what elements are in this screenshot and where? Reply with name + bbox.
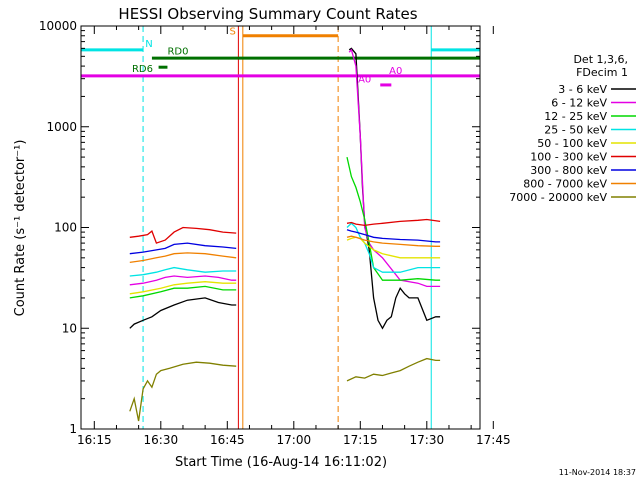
- y-axis: 1 10 100 1000 10000: [39, 19, 480, 436]
- series-2-segment-0: [129, 285, 237, 299]
- series-5-segment-0: [129, 226, 237, 244]
- series-2-segment-1: [346, 156, 441, 281]
- series-lines: [129, 47, 441, 422]
- y-tick-label-0: 1: [69, 422, 77, 436]
- x-tick-label-1: 16:30: [144, 433, 179, 447]
- series-7-segment-1: [346, 235, 441, 247]
- series-0-segment-0: [129, 297, 237, 329]
- series-8-segment-0: [129, 361, 237, 422]
- x-tick-label-6: 17:45: [476, 433, 511, 447]
- legend-label-8: 7000 - 20000 keV: [509, 191, 607, 204]
- series-4-segment-0: [129, 281, 237, 295]
- y-tick-label-3: 1000: [46, 120, 77, 134]
- series-5-segment-1: [346, 218, 441, 227]
- state-bar-label-6: A0: [358, 74, 371, 85]
- series-3-segment-0: [129, 266, 237, 277]
- plot-frame: [80, 25, 481, 430]
- state-bar-label-5: A0: [389, 66, 402, 77]
- state-transition-lines: [80, 26, 481, 429]
- series-6-segment-0: [129, 242, 237, 255]
- x-axis-label: Start Time (16-Aug-14 16:11:02): [175, 455, 387, 470]
- legend-label-7: 800 - 7000 keV: [523, 178, 607, 191]
- legend-label-2: 12 - 25 keV: [544, 110, 607, 123]
- x-tick-label-0: 16:15: [77, 433, 112, 447]
- legend-label-5: 100 - 300 keV: [530, 151, 607, 164]
- state-bar-label-4: RD6: [132, 64, 153, 75]
- legend-header-0: Det 1,3,6,: [573, 53, 628, 66]
- series-1-segment-1: [348, 48, 441, 288]
- y-tick-label-2: 100: [54, 221, 77, 235]
- x-tick-label-5: 17:30: [410, 433, 445, 447]
- series-8-segment-1: [346, 357, 441, 382]
- series-4-segment-1: [346, 236, 441, 259]
- chart-title: HESSI Observing Summary Count Rates: [118, 5, 417, 23]
- y-tick-label-4: 10000: [39, 19, 77, 33]
- state-bar-label-2: S: [230, 27, 236, 38]
- plot-timestamp: 11-Nov-2014 18:37: [559, 468, 636, 477]
- state-bars: N S RD0 RD6 A0 A0: [81, 27, 480, 87]
- y-axis-label: Count Rate (s⁻¹ detector⁻¹): [13, 140, 28, 317]
- legend-label-1: 6 - 12 keV: [551, 97, 607, 110]
- x-tick-label-3: 17:00: [277, 433, 312, 447]
- x-tick-label-4: 17:15: [343, 433, 378, 447]
- state-bar-label-0: N: [145, 39, 152, 50]
- state-bar-label-3: RD0: [167, 47, 188, 58]
- x-axis: 16:15 16:30 16:45 17:00 17:15 17:30 17:45: [77, 26, 511, 447]
- series-3-segment-1: [346, 222, 441, 273]
- y-tick-label-1: 10: [62, 321, 77, 335]
- legend-label-0: 3 - 6 keV: [558, 83, 607, 96]
- legend-label-4: 50 - 100 keV: [537, 137, 607, 150]
- series-7-segment-0: [129, 252, 237, 264]
- series-6-segment-1: [346, 229, 441, 243]
- legend-label-3: 25 - 50 keV: [544, 124, 607, 137]
- x-tick-label-2: 16:45: [210, 433, 245, 447]
- legend-label-6: 300 - 800 keV: [530, 164, 607, 177]
- legend-header-1: FDecim 1: [576, 66, 628, 79]
- series-1-segment-0: [129, 275, 237, 286]
